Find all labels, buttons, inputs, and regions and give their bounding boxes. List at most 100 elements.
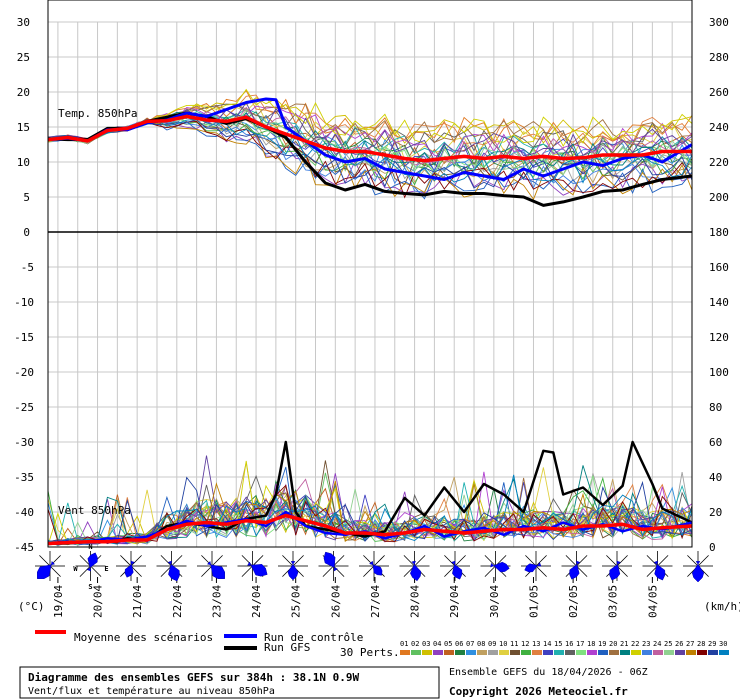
- pert-swatch: [697, 650, 707, 655]
- wind-rose: [359, 551, 389, 581]
- x-tick-label: 23/04: [210, 585, 223, 618]
- temp-left-tick: 10: [17, 156, 30, 169]
- wind-rose-row: N S W E: [35, 543, 713, 591]
- wind-rose: [602, 551, 632, 581]
- pert-swatch: [411, 650, 421, 655]
- pert-swatch: [532, 650, 542, 655]
- wind-left-tick: -40: [14, 506, 34, 519]
- temp-right-tick: 260: [709, 86, 729, 99]
- wind-rose: [399, 551, 430, 582]
- chart-grid: [48, 21, 692, 548]
- pert-swatch: [686, 650, 696, 655]
- wind-rose: [440, 551, 470, 581]
- wind-rose: [75, 551, 106, 581]
- temp-left-tick: 20: [17, 86, 30, 99]
- wind-left-tick: -45: [14, 541, 34, 554]
- wind-left-tick: -20: [14, 366, 34, 379]
- x-tick-label: 19/04: [52, 585, 65, 618]
- wind-rose: [278, 551, 308, 581]
- wind-left-tick: -15: [14, 331, 34, 344]
- wind-main-lines: [47, 440, 693, 546]
- wind-rose: [35, 551, 65, 581]
- wind-left-tick: -5: [21, 261, 34, 274]
- footer-copyright: Copyright 2026 Meteociel.fr: [449, 685, 628, 698]
- legend-gfs-label: Run GFS: [264, 641, 310, 654]
- temp-right-tick: 240: [709, 121, 729, 134]
- pert-swatch: [565, 650, 575, 655]
- temp-left-tick: 0: [23, 226, 30, 239]
- wind-right-tick: 80: [709, 401, 722, 414]
- pert-swatch: [455, 650, 465, 655]
- pert-number: 29: [708, 640, 716, 648]
- pert-swatch: [444, 650, 454, 655]
- wind-rose: [683, 551, 713, 583]
- pert-swatch: [598, 650, 608, 655]
- temp-left-tick: 5: [23, 191, 30, 204]
- compass-letter-e: E: [104, 565, 108, 573]
- temp-right-tick: 200: [709, 191, 729, 204]
- pert-number: 04: [433, 640, 441, 648]
- pert-number: 10: [499, 640, 507, 648]
- wind-panel-label: Vent 850hPa: [58, 504, 131, 517]
- wind-rose: [197, 551, 227, 581]
- wind-left-tick: -35: [14, 471, 34, 484]
- temp-left-tick: 25: [17, 51, 30, 64]
- pert-number: 15: [554, 640, 562, 648]
- temp-left-tick: 30: [17, 16, 30, 29]
- pert-number: 26: [675, 640, 683, 648]
- x-tick-label: 30/04: [488, 585, 501, 618]
- pert-number: 25: [664, 640, 672, 648]
- pert-swatch: [422, 650, 432, 655]
- pert-swatch: [675, 650, 685, 655]
- pert-swatch: [400, 650, 410, 655]
- pert-number: 16: [565, 640, 573, 648]
- wind-mean-line: [47, 513, 693, 546]
- wind-rose: [642, 551, 673, 581]
- pert-swatch: [510, 650, 520, 655]
- x-tick-label: 29/04: [448, 585, 461, 618]
- pert-number: 11: [510, 640, 518, 648]
- pert-swatch: [576, 650, 586, 655]
- x-tick-label: 24/04: [250, 585, 263, 618]
- pert-number: 12: [521, 640, 529, 648]
- wind-rose: [116, 551, 146, 581]
- pert-swatch: [433, 650, 443, 655]
- pert-number: 28: [697, 640, 705, 648]
- wind-perturbation-line: [47, 455, 693, 545]
- pert-swatch: [543, 650, 553, 655]
- wind-right-tick: 100: [709, 366, 729, 379]
- x-tick-label: 22/04: [171, 585, 184, 618]
- wind-right-tick: 160: [709, 261, 729, 274]
- temp-perturbation-line: [47, 94, 693, 147]
- footer-frame: [19, 666, 440, 699]
- temperature-panel: Temp. 850hPa: [47, 88, 693, 207]
- pert-swatch: [587, 650, 597, 655]
- pert-number: 14: [543, 640, 551, 648]
- pert-swatch: [664, 650, 674, 655]
- compass-letter-s: S: [88, 583, 92, 591]
- temp-right-tick: 180: [709, 226, 729, 239]
- pert-swatch: [499, 650, 509, 655]
- temp-right-tick: 280: [709, 51, 729, 64]
- x-tick-label: 21/04: [131, 585, 144, 618]
- pert-number: 07: [466, 640, 474, 648]
- temperature-panel-label: Temp. 850hPa: [58, 107, 137, 120]
- pert-swatch: [620, 650, 630, 655]
- plot-frame: [47, 0, 693, 548]
- wind-rose: [237, 551, 268, 581]
- wind-gfs-line: [48, 440, 693, 545]
- legend-perts-label: 30 Perts.: [340, 646, 400, 659]
- wind-panel: Vent 850hPa: [47, 440, 693, 546]
- x-tick-label: 26/04: [329, 585, 342, 618]
- x-tick-label: 02/05: [567, 585, 580, 618]
- pert-number: 13: [532, 640, 540, 648]
- legend-mean-label: Moyenne des scénarios: [74, 631, 213, 644]
- pert-number: 23: [642, 640, 650, 648]
- footer-run-info: Ensemble GEFS du 18/04/2026 - 06Z: [449, 667, 648, 678]
- pert-swatch: [642, 650, 652, 655]
- pert-number: 17: [576, 640, 584, 648]
- footer-box: Diagramme des ensembles GEFS sur 384h : …: [19, 666, 440, 699]
- pert-number: 27: [686, 640, 694, 648]
- wind-right-tick: 20: [709, 506, 722, 519]
